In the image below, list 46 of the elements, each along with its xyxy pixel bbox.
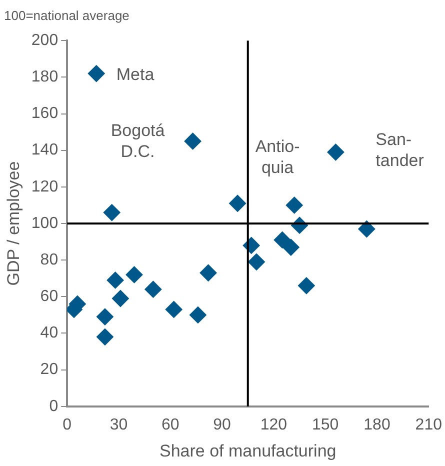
y-tick-label: 20 <box>40 361 58 378</box>
point <box>229 194 246 212</box>
annotation: San- tander <box>376 130 424 170</box>
point <box>96 328 114 346</box>
y-tick-label: 80 <box>40 251 58 268</box>
x-tick-label: 0 <box>62 416 72 434</box>
annotation: Bogotá D.C. <box>110 120 166 161</box>
y-tick-label: 140 <box>31 142 58 159</box>
y-tick-label: 0 <box>49 398 58 415</box>
point <box>358 220 376 238</box>
y-tick-label: 180 <box>31 68 58 86</box>
point <box>165 300 182 318</box>
x-tick-label: 180 <box>364 416 390 434</box>
point <box>189 306 206 324</box>
point <box>327 144 344 161</box>
point <box>106 272 124 289</box>
x-tick-label: 30 <box>110 416 128 434</box>
point <box>144 280 162 298</box>
annotation: Antio- quia <box>255 136 300 177</box>
y-axis-title: GDP / employee <box>4 161 23 286</box>
y-tick-label: 160 <box>31 105 58 122</box>
annotation: Meta <box>116 65 155 84</box>
point <box>112 290 129 307</box>
point <box>126 266 143 284</box>
point <box>184 132 202 150</box>
x-tick-label: 120 <box>260 416 288 434</box>
y-tick-label: 200 <box>31 32 58 50</box>
x-tick-label: 90 <box>213 416 232 434</box>
point <box>200 264 217 282</box>
point <box>96 308 114 326</box>
y-tick-label: 60 <box>40 288 58 306</box>
point <box>274 231 291 248</box>
point <box>298 277 315 294</box>
point <box>103 204 120 222</box>
point <box>282 238 300 256</box>
point <box>286 196 303 214</box>
y-tick-label: 40 <box>40 324 58 342</box>
y-tick-label: 120 <box>31 178 58 196</box>
chart-subtitle: 100=national average <box>3 7 130 25</box>
x-tick-label: 150 <box>312 416 339 434</box>
x-tick-label: 210 <box>415 416 442 434</box>
y-tick-label: 100 <box>31 214 58 232</box>
x-tick-label: 60 <box>162 416 180 434</box>
x-axis-title: Share of manufacturing <box>160 441 336 460</box>
point <box>248 253 265 270</box>
point <box>88 65 105 82</box>
